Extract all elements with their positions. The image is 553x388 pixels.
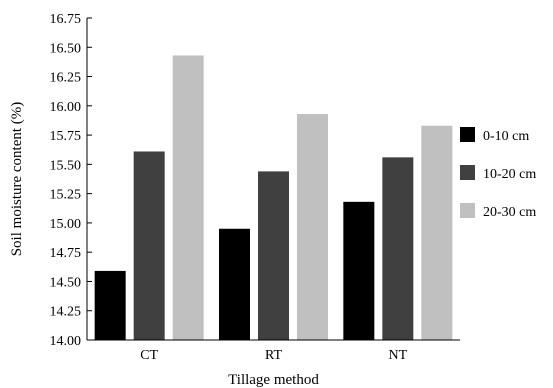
bar-ct-series-1 xyxy=(94,270,126,340)
legend-swatch xyxy=(460,127,475,142)
x-tick-label: RT xyxy=(265,348,282,363)
x-axis-title: Tillage method xyxy=(228,372,319,388)
bar-nt-series-3 xyxy=(421,125,453,340)
y-tick-label: 15.00 xyxy=(50,217,82,232)
bar-nt-series-1 xyxy=(343,201,375,340)
y-tick-label: 16.75 xyxy=(50,12,82,27)
y-axis-title: Soil moisture content (%) xyxy=(9,102,25,257)
y-tick-label: 14.25 xyxy=(50,305,82,320)
y-tick-label: 14.50 xyxy=(50,275,82,290)
y-tick-label: 15.50 xyxy=(50,158,82,173)
legend-label: 10-20 cm xyxy=(483,167,536,182)
legend-label: 0-10 cm xyxy=(483,129,529,144)
legend-label: 20-30 cm xyxy=(483,205,536,220)
bar-ct-series-3 xyxy=(172,55,204,341)
bar-ct-series-2 xyxy=(133,151,165,340)
x-tick-label: CT xyxy=(140,348,158,363)
x-axis-ticks: CT RT NT xyxy=(140,348,407,363)
y-tick-label: 15.25 xyxy=(50,188,82,203)
bar-nt-series-2 xyxy=(382,157,414,340)
y-tick-label: 14.75 xyxy=(50,246,82,261)
legend-swatch xyxy=(460,203,475,218)
bars xyxy=(94,55,453,341)
y-tick-label: 16.00 xyxy=(50,100,82,115)
y-tick-label: 15.75 xyxy=(50,129,82,144)
legend-swatch xyxy=(460,165,475,180)
y-tick-label: 16.50 xyxy=(50,41,82,56)
y-tick-label: 16.25 xyxy=(50,71,82,86)
y-axis-ticks: 14.00 14.25 14.50 14.75 15.00 15.25 15.50 15.75… xyxy=(50,12,92,349)
y-tick-label: 14.00 xyxy=(50,334,82,349)
x-tick-label: NT xyxy=(388,348,407,363)
legend: 0-10 cm 10-20 cm 20-30 cm xyxy=(460,127,536,220)
bar-rt-series-1 xyxy=(219,228,250,340)
bar-rt-series-2 xyxy=(258,171,289,340)
bar-rt-series-3 xyxy=(297,114,328,340)
